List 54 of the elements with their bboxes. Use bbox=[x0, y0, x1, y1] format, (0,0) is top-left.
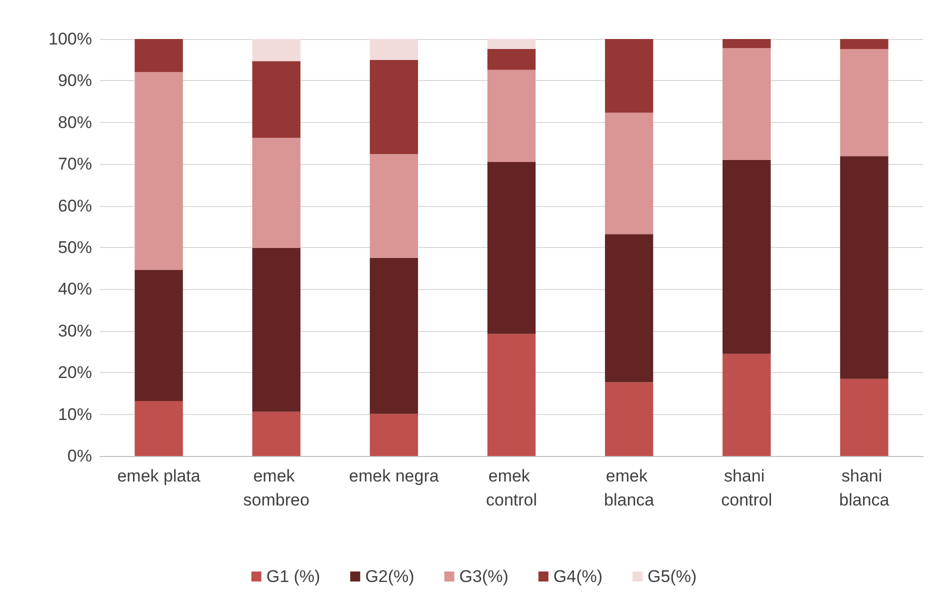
bar bbox=[840, 378, 888, 456]
y-tick-label: 70% bbox=[58, 154, 92, 174]
bar bbox=[604, 39, 654, 113]
x-tick-label: emek sombreo bbox=[243, 466, 310, 510]
bar bbox=[840, 156, 888, 379]
bar bbox=[370, 258, 418, 414]
y-tick-label: 30% bbox=[58, 321, 92, 340]
y-tick-label: 10% bbox=[58, 404, 92, 424]
bar bbox=[370, 60, 418, 154]
bar bbox=[134, 39, 183, 72]
y-tick-label: 20% bbox=[58, 363, 92, 382]
bar bbox=[722, 354, 771, 456]
legend-label: G1 (%) bbox=[266, 567, 320, 586]
bar bbox=[134, 400, 183, 456]
y-tick-label: 100% bbox=[48, 30, 92, 48]
bar bbox=[252, 248, 300, 412]
legend-label: G3(%) bbox=[459, 567, 508, 586]
bar bbox=[370, 39, 418, 60]
x-tick-label: emek control bbox=[486, 466, 538, 510]
y-tick-label: 40% bbox=[58, 280, 92, 299]
x-tick-label: shani control bbox=[721, 466, 772, 510]
legend-label: G4(%) bbox=[553, 567, 603, 586]
bar bbox=[840, 49, 888, 156]
bar bbox=[722, 48, 771, 160]
bar bbox=[487, 39, 536, 50]
bar bbox=[252, 412, 300, 456]
bar bbox=[604, 234, 654, 382]
legend-label: G2(%) bbox=[365, 567, 414, 586]
bar bbox=[134, 72, 183, 270]
x-tick-label: shani blanca bbox=[839, 466, 890, 510]
bar bbox=[370, 414, 418, 456]
bar bbox=[604, 112, 654, 234]
x-tick-label: emek blanca bbox=[604, 466, 655, 510]
bar bbox=[134, 270, 183, 401]
bar bbox=[487, 49, 536, 70]
x-tick-label: emek negra bbox=[349, 466, 440, 486]
bar bbox=[722, 160, 771, 354]
y-tick-label: 90% bbox=[58, 71, 92, 90]
y-tick-label: 60% bbox=[58, 196, 92, 216]
legend-label: G5(%) bbox=[648, 567, 697, 586]
bar bbox=[840, 39, 888, 50]
bar bbox=[370, 154, 418, 258]
bar bbox=[487, 162, 536, 334]
bar bbox=[722, 39, 771, 48]
bar bbox=[604, 382, 654, 456]
x-tick-label: emek plata bbox=[117, 466, 201, 486]
bar bbox=[252, 61, 300, 138]
bar bbox=[487, 334, 536, 456]
y-tick-label: 80% bbox=[58, 112, 92, 132]
y-tick-label: 0% bbox=[67, 446, 92, 466]
bar bbox=[252, 138, 300, 248]
y-tick-label: 50% bbox=[58, 238, 92, 257]
bar bbox=[487, 70, 536, 162]
bar bbox=[252, 39, 300, 62]
